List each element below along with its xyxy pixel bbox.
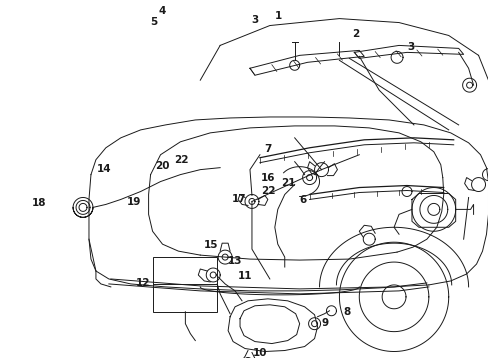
Text: 11: 11 <box>238 271 252 281</box>
Text: 15: 15 <box>204 240 218 250</box>
Text: 3: 3 <box>407 42 414 52</box>
Text: 2: 2 <box>352 28 360 39</box>
Text: 9: 9 <box>322 318 329 328</box>
Text: 21: 21 <box>282 178 296 188</box>
Text: 8: 8 <box>343 307 351 317</box>
Text: 3: 3 <box>251 15 258 25</box>
Text: 16: 16 <box>261 173 275 183</box>
Text: 5: 5 <box>150 17 157 27</box>
Text: 6: 6 <box>300 195 307 205</box>
Text: 20: 20 <box>155 161 170 171</box>
Text: 14: 14 <box>97 164 111 174</box>
Text: 10: 10 <box>252 348 267 358</box>
Text: 4: 4 <box>159 6 166 16</box>
Text: 22: 22 <box>174 155 189 165</box>
Text: 17: 17 <box>232 194 246 204</box>
Text: 19: 19 <box>127 197 141 207</box>
Text: 7: 7 <box>265 144 272 154</box>
Text: 12: 12 <box>136 278 150 288</box>
Text: 22: 22 <box>261 186 275 196</box>
Text: 18: 18 <box>32 198 47 208</box>
Text: 1: 1 <box>274 11 282 21</box>
Text: 13: 13 <box>228 256 243 266</box>
